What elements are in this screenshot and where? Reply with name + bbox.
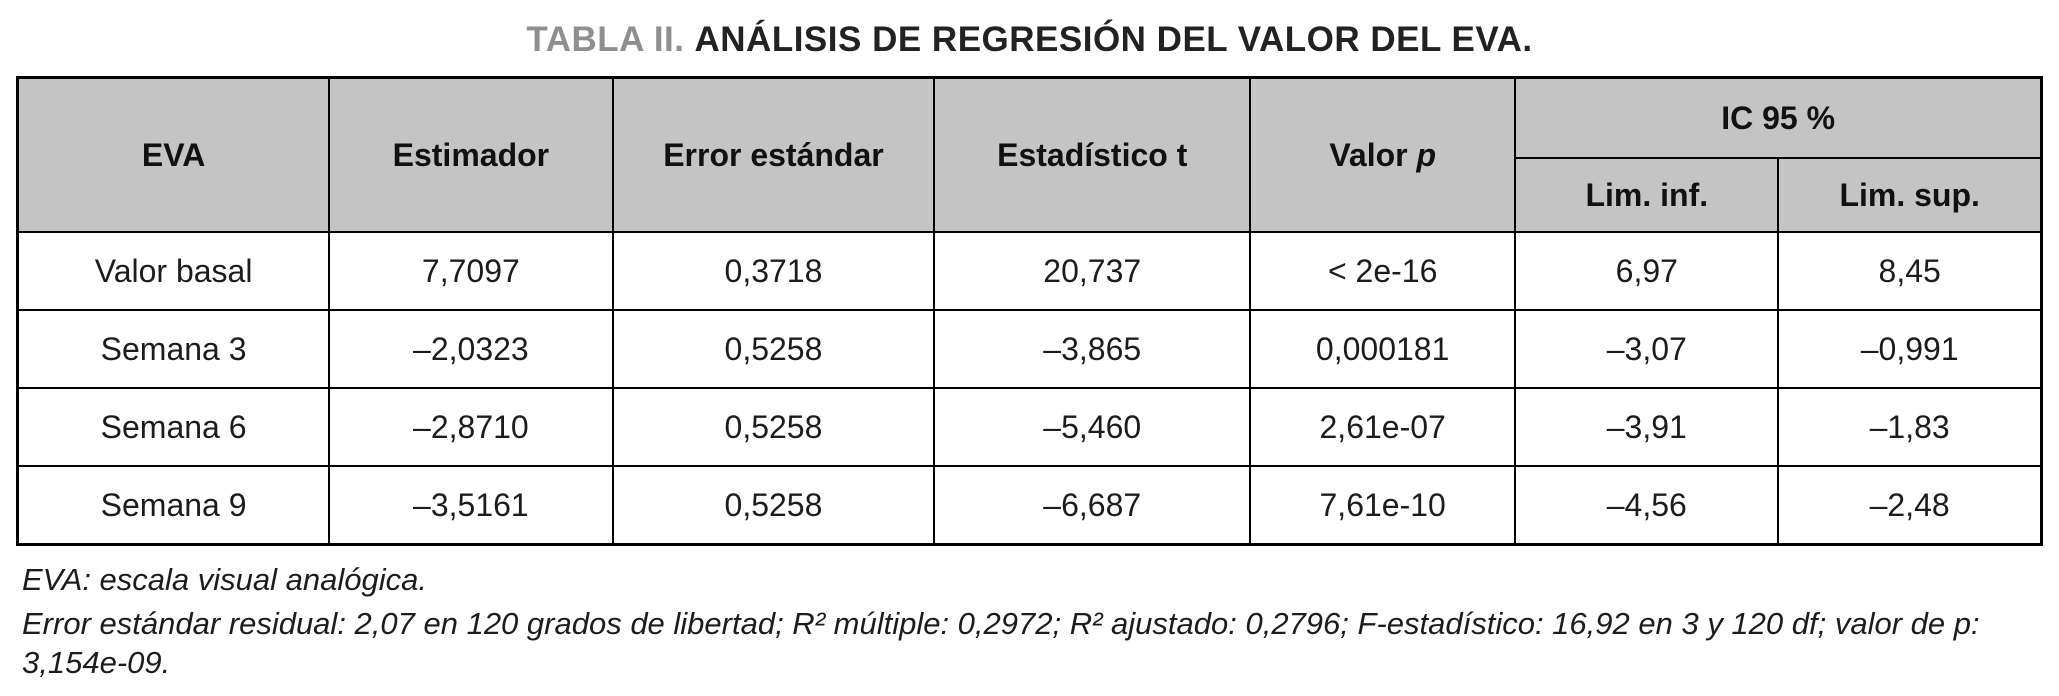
cell-valor-p: 2,61e-07 bbox=[1249, 387, 1517, 467]
header-row-main: EVA Estimador Error estándar Estadístico… bbox=[16, 76, 2043, 233]
col-header-valor-p: Valor p bbox=[1249, 76, 1517, 233]
cell-estimador: –2,8710 bbox=[328, 387, 614, 467]
cell-row-label: Semana 9 bbox=[16, 465, 331, 546]
footnote-model-stats: Error estándar residual: 2,07 en 120 gra… bbox=[22, 605, 1980, 681]
cell-lim-inf: –3,91 bbox=[1514, 387, 1780, 467]
footnote-abbreviation: EVA: escala visual analógica. bbox=[22, 562, 427, 597]
table-row-semana-9: Semana 9 –3,5161 0,5258 –6,687 7,61e-10 … bbox=[16, 465, 2043, 546]
table-title-text: ANÁLISIS DE REGRESIÓN DEL VALOR DEL EVA. bbox=[694, 20, 1533, 59]
col-header-eva: EVA bbox=[16, 76, 331, 233]
cell-lim-sup: –0,991 bbox=[1777, 309, 2043, 389]
table-title-label: TABLA II. bbox=[526, 20, 685, 59]
table-row-semana-6: Semana 6 –2,8710 0,5258 –5,460 2,61e-07 … bbox=[16, 387, 2043, 467]
cell-valor-p: 0,000181 bbox=[1249, 309, 1517, 389]
cell-error-estandar: 0,5258 bbox=[611, 387, 936, 467]
valor-p-prefix: Valor bbox=[1329, 136, 1408, 173]
cell-error-estandar: 0,3718 bbox=[611, 231, 936, 311]
cell-estadistico-t: –3,865 bbox=[933, 309, 1252, 389]
cell-valor-p: 7,61e-10 bbox=[1249, 465, 1517, 546]
cell-lim-sup: –1,83 bbox=[1777, 387, 2043, 467]
col-header-estadistico-t: Estadístico t bbox=[933, 76, 1252, 233]
cell-estimador: –2,0323 bbox=[328, 309, 614, 389]
header-row-ic-limits: Lim. inf. Lim. sup. bbox=[18, 157, 2043, 233]
col-header-lim-inf: Lim. inf. bbox=[1514, 157, 1780, 233]
col-header-lim-sup: Lim. sup. bbox=[1777, 157, 2043, 233]
table-row-semana-3: Semana 3 –2,0323 0,5258 –3,865 0,000181 … bbox=[16, 309, 2043, 389]
table-title: TABLA II. ANÁLISIS DE REGRESIÓN DEL VALOR… bbox=[16, 20, 2043, 60]
cell-lim-inf: 6,97 bbox=[1514, 231, 1780, 311]
cell-lim-inf: –3,07 bbox=[1514, 309, 1780, 389]
cell-row-label: Semana 6 bbox=[16, 387, 331, 467]
cell-estadistico-t: 20,737 bbox=[933, 231, 1252, 311]
regression-table: EVA Estimador Error estándar Estadístico… bbox=[16, 76, 2043, 546]
cell-row-label: Semana 3 bbox=[16, 309, 331, 389]
cell-lim-sup: 8,45 bbox=[1777, 231, 2043, 311]
cell-estimador: –3,5161 bbox=[328, 465, 614, 546]
cell-estadistico-t: –6,687 bbox=[933, 465, 1252, 546]
table-row-valor-basal: Valor basal 7,7097 0,3718 20,737 < 2e-16… bbox=[16, 231, 2043, 311]
col-header-estimador: Estimador bbox=[328, 76, 614, 233]
col-header-error-estandar: Error estándar bbox=[611, 76, 936, 233]
cell-estimador: 7,7097 bbox=[328, 231, 614, 311]
footnotes: EVA: escala visual analógica. Error está… bbox=[16, 560, 2043, 683]
valor-p-symbol: p bbox=[1416, 136, 1437, 173]
cell-error-estandar: 0,5258 bbox=[611, 465, 936, 546]
col-header-ic95: IC 95 % bbox=[1514, 76, 2043, 159]
cell-lim-sup: –2,48 bbox=[1777, 465, 2043, 546]
cell-lim-inf: –4,56 bbox=[1514, 465, 1780, 546]
cell-row-label: Valor basal bbox=[16, 231, 331, 311]
cell-valor-p: < 2e-16 bbox=[1249, 231, 1517, 311]
cell-error-estandar: 0,5258 bbox=[611, 309, 936, 389]
cell-estadistico-t: –5,460 bbox=[933, 387, 1252, 467]
